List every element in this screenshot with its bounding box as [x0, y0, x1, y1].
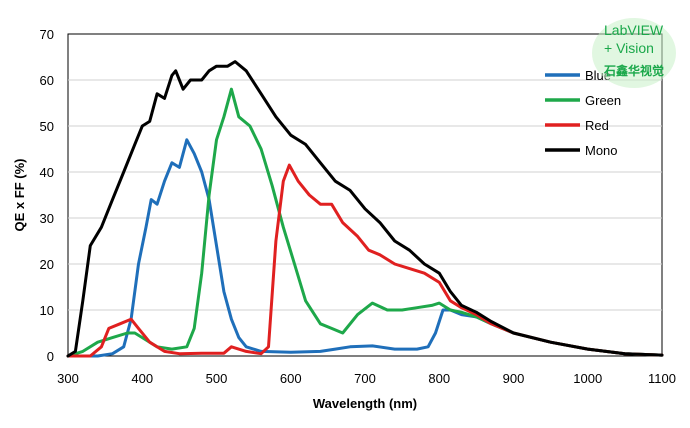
legend-label-green: Green	[585, 93, 621, 108]
x-tick-label: 600	[280, 371, 302, 386]
y-axis-title: QE x FF (%)	[12, 159, 27, 232]
x-tick-label: 400	[131, 371, 153, 386]
legend-label-mono: Mono	[585, 143, 618, 158]
y-tick-label: 70	[40, 27, 54, 42]
x-tick-label: 800	[428, 371, 450, 386]
x-tick-label: 1100	[648, 371, 676, 386]
y-tick-label: 30	[40, 211, 54, 226]
watermark-text-1: LabVIEW	[604, 22, 664, 38]
series-lines	[66, 60, 664, 358]
y-tick-label: 20	[40, 257, 54, 272]
y-tick-label: 10	[40, 303, 54, 318]
x-tick-label: 900	[503, 371, 525, 386]
x-tick-label: 1000	[573, 371, 602, 386]
y-gridlines	[68, 79, 662, 311]
y-tick-label: 0	[47, 349, 54, 364]
series-line-mono	[66, 60, 664, 358]
x-tick-label: 500	[206, 371, 228, 386]
watermark-logo	[592, 18, 676, 88]
series-line-red	[66, 163, 664, 358]
x-tick-label: 700	[354, 371, 376, 386]
y-tick-label: 40	[40, 165, 54, 180]
watermark-text-3: 石鑫华视觉	[604, 64, 665, 78]
y-tick-label: 60	[40, 73, 54, 88]
y-tick-label: 50	[40, 119, 54, 134]
x-axis-title: Wavelength (nm)	[313, 396, 417, 411]
watermark-text-2: + Vision	[604, 40, 654, 56]
legend-label-red: Red	[585, 118, 609, 133]
axis-ticks: 0 10 20 30 40 50 60 70 300 400 500 600 700 800 900 1000…	[40, 27, 676, 386]
x-tick-label: 300	[57, 371, 79, 386]
